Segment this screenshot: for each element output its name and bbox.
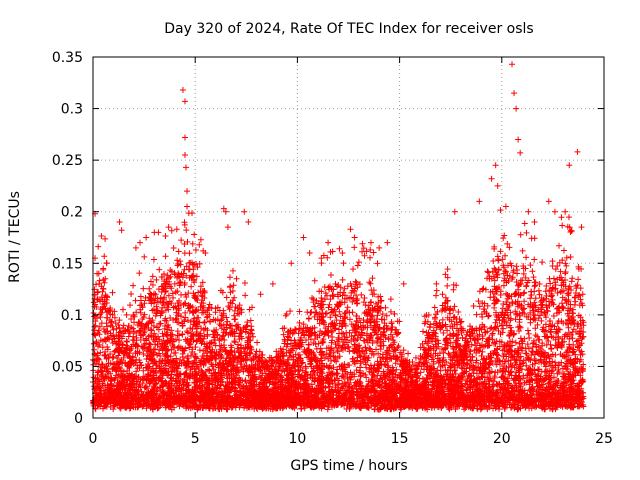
data-point bbox=[550, 374, 557, 381]
data-point bbox=[531, 283, 538, 290]
data-point bbox=[544, 334, 551, 341]
data-point bbox=[548, 345, 555, 352]
data-point bbox=[564, 290, 571, 297]
data-point bbox=[156, 266, 163, 273]
data-point bbox=[550, 312, 557, 319]
data-point bbox=[315, 340, 322, 347]
data-point bbox=[361, 294, 368, 301]
data-point bbox=[509, 300, 516, 307]
data-point bbox=[335, 381, 342, 388]
data-point bbox=[358, 291, 365, 298]
data-point bbox=[159, 330, 166, 337]
data-point bbox=[549, 296, 556, 303]
data-point bbox=[107, 350, 114, 357]
data-point bbox=[172, 289, 179, 296]
data-point bbox=[495, 327, 502, 334]
data-point bbox=[181, 250, 188, 257]
data-point bbox=[282, 338, 289, 345]
data-point bbox=[557, 289, 564, 296]
data-point bbox=[231, 312, 238, 319]
data-point bbox=[232, 316, 239, 323]
data-point bbox=[318, 295, 325, 302]
data-point bbox=[457, 319, 464, 326]
data-point bbox=[94, 371, 101, 378]
data-point bbox=[153, 276, 160, 283]
data-point bbox=[117, 328, 124, 335]
data-point bbox=[509, 299, 516, 306]
data-point bbox=[529, 361, 536, 368]
chart-title: Day 320 of 2024, Rate Of TEC Index for r… bbox=[164, 21, 533, 37]
data-point bbox=[146, 315, 153, 322]
data-point bbox=[450, 314, 457, 321]
data-point bbox=[320, 301, 327, 308]
data-point bbox=[317, 345, 324, 352]
data-point bbox=[494, 253, 501, 260]
data-point bbox=[500, 325, 507, 332]
data-point bbox=[168, 327, 175, 334]
data-point bbox=[353, 318, 360, 325]
data-point bbox=[526, 335, 533, 342]
data-point bbox=[497, 291, 504, 298]
data-point bbox=[296, 319, 303, 326]
data-point bbox=[154, 341, 161, 348]
data-point bbox=[365, 354, 372, 361]
data-point bbox=[536, 281, 543, 288]
data-point bbox=[575, 276, 582, 283]
data-point bbox=[531, 356, 538, 363]
data-point bbox=[497, 248, 504, 255]
data-point bbox=[196, 347, 203, 354]
data-point bbox=[524, 327, 531, 334]
data-point bbox=[140, 367, 147, 374]
data-point bbox=[527, 295, 534, 302]
data-point bbox=[532, 332, 539, 339]
data-point bbox=[562, 268, 569, 275]
data-point bbox=[133, 368, 140, 375]
data-point bbox=[223, 406, 230, 413]
data-point bbox=[530, 274, 537, 281]
data-point bbox=[535, 287, 542, 294]
data-point bbox=[140, 285, 147, 292]
data-point bbox=[560, 247, 567, 254]
data-point bbox=[183, 328, 190, 335]
data-point bbox=[299, 359, 306, 366]
data-point bbox=[164, 332, 171, 339]
data-point bbox=[248, 323, 255, 330]
data-point bbox=[203, 314, 210, 321]
data-point bbox=[500, 282, 507, 289]
data-point bbox=[538, 317, 545, 324]
data-point bbox=[395, 343, 402, 350]
data-point bbox=[168, 268, 175, 275]
data-point bbox=[520, 290, 527, 297]
data-point bbox=[523, 254, 530, 261]
data-point bbox=[192, 344, 199, 351]
data-point bbox=[110, 326, 117, 333]
data-point bbox=[534, 333, 541, 340]
data-point bbox=[322, 290, 329, 297]
data-points bbox=[90, 61, 587, 413]
data-point bbox=[512, 339, 519, 346]
data-point bbox=[495, 257, 502, 264]
data-point bbox=[485, 269, 492, 276]
